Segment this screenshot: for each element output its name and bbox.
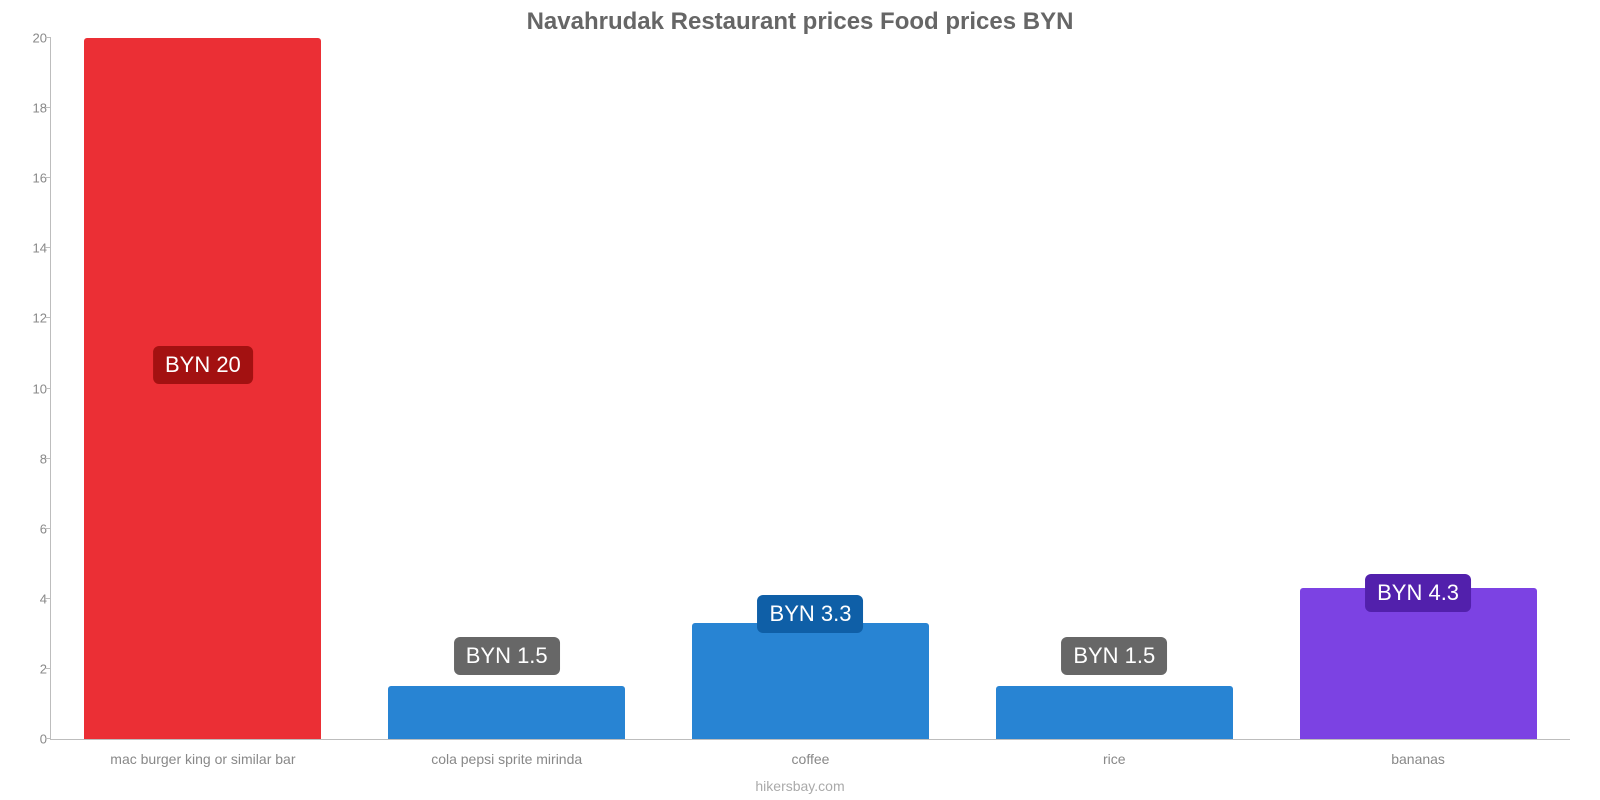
x-tick-label: coffee [792, 751, 830, 767]
y-tick-label: 2 [17, 661, 47, 676]
y-tick-label: 12 [17, 311, 47, 326]
chart-title: Navahrudak Restaurant prices Food prices… [0, 0, 1600, 36]
y-tick-label: 4 [17, 591, 47, 606]
x-tick-label: cola pepsi sprite mirinda [431, 751, 582, 767]
value-label: BYN 3.3 [758, 595, 864, 633]
y-tick-label: 14 [17, 241, 47, 256]
bar [692, 623, 929, 739]
plot-area: 02468101214161820 BYN 20mac burger king … [50, 38, 1570, 740]
y-tick-label: 10 [17, 381, 47, 396]
value-label: BYN 1.5 [1061, 637, 1167, 675]
y-tick-label: 20 [17, 31, 47, 46]
bar-slot: BYN 4.3bananas [1266, 38, 1570, 739]
bar-slot: BYN 1.5cola pepsi sprite mirinda [355, 38, 659, 739]
x-tick-label: bananas [1391, 751, 1445, 767]
bar [996, 686, 1233, 739]
y-tick-label: 8 [17, 451, 47, 466]
chart-footer: hikersbay.com [0, 778, 1600, 794]
value-label: BYN 4.3 [1365, 574, 1471, 612]
y-tick-label: 18 [17, 101, 47, 116]
x-tick-label: rice [1103, 751, 1126, 767]
bar [388, 686, 625, 739]
y-tick-label: 6 [17, 521, 47, 536]
bars-container: BYN 20mac burger king or similar barBYN … [51, 38, 1570, 739]
y-tick-label: 16 [17, 171, 47, 186]
chart-area: 02468101214161820 BYN 20mac burger king … [50, 38, 1570, 740]
value-label: BYN 20 [153, 346, 253, 384]
y-tick-label: 0 [17, 732, 47, 747]
bar [84, 38, 321, 739]
x-tick-label: mac burger king or similar bar [110, 751, 295, 767]
value-label: BYN 1.5 [454, 637, 560, 675]
bar-slot: BYN 3.3coffee [659, 38, 963, 739]
bar-slot: BYN 1.5rice [962, 38, 1266, 739]
bar-slot: BYN 20mac burger king or similar bar [51, 38, 355, 739]
